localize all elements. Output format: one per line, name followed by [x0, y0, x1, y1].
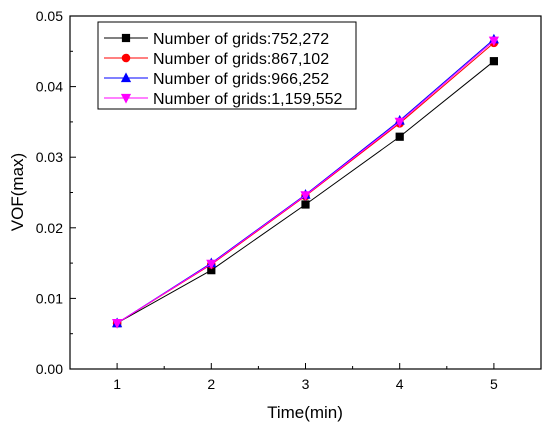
data-point: [300, 191, 311, 201]
x-tick-label: 4: [396, 376, 404, 392]
legend-marker: [120, 72, 132, 83]
data-point: [207, 266, 216, 275]
y-axis: 0.00 0.01 0.02 0.03 0.04 0.05: [36, 8, 76, 377]
data-point: [206, 259, 217, 270]
data-point: [489, 57, 498, 66]
legend-box: [97, 21, 357, 110]
data-point: [394, 117, 405, 128]
legend-label: Number of grids:1,159,552: [153, 91, 343, 108]
x-axis-title: Time(min): [267, 403, 343, 422]
data-point: [112, 319, 123, 329]
legend-marker: [120, 93, 132, 104]
data-point: [395, 132, 404, 141]
series-4: [112, 36, 499, 329]
legend: Number of grids:752,272 Number of grids:8…: [97, 21, 357, 110]
x-axis: 1 2 3 4 5: [113, 363, 498, 392]
data-point: [488, 36, 499, 47]
y-tick-label: 0.02: [36, 220, 63, 236]
x-tick-label: 2: [207, 376, 215, 392]
legend-marker: [121, 33, 131, 43]
y-axis-title: VOF(max): [8, 153, 27, 231]
legend-marker: [121, 53, 131, 63]
legend-label: Number of grids:867,102: [153, 51, 329, 68]
legend-item: Number of grids:867,102: [104, 51, 329, 68]
series-layer: [112, 33, 499, 329]
y-tick-label: 0.03: [36, 149, 63, 165]
legend-label: Number of grids:966,252: [153, 71, 329, 88]
y-tick-label: 0.05: [36, 8, 63, 24]
legend-item: Number of grids:752,272: [104, 31, 329, 48]
y-tick-label: 0.04: [36, 79, 63, 95]
x-tick-label: 1: [113, 376, 121, 392]
data-point: [301, 200, 310, 209]
legend-item: Number of grids:966,252: [104, 71, 329, 88]
legend-label: Number of grids:752,272: [153, 31, 329, 48]
y-tick-label: 0.01: [36, 290, 63, 306]
x-tick-label: 3: [302, 376, 310, 392]
y-tick-label: 0.00: [36, 361, 63, 377]
legend-item: Number of grids:1,159,552: [104, 91, 343, 108]
x-tick-label: 5: [490, 376, 498, 392]
